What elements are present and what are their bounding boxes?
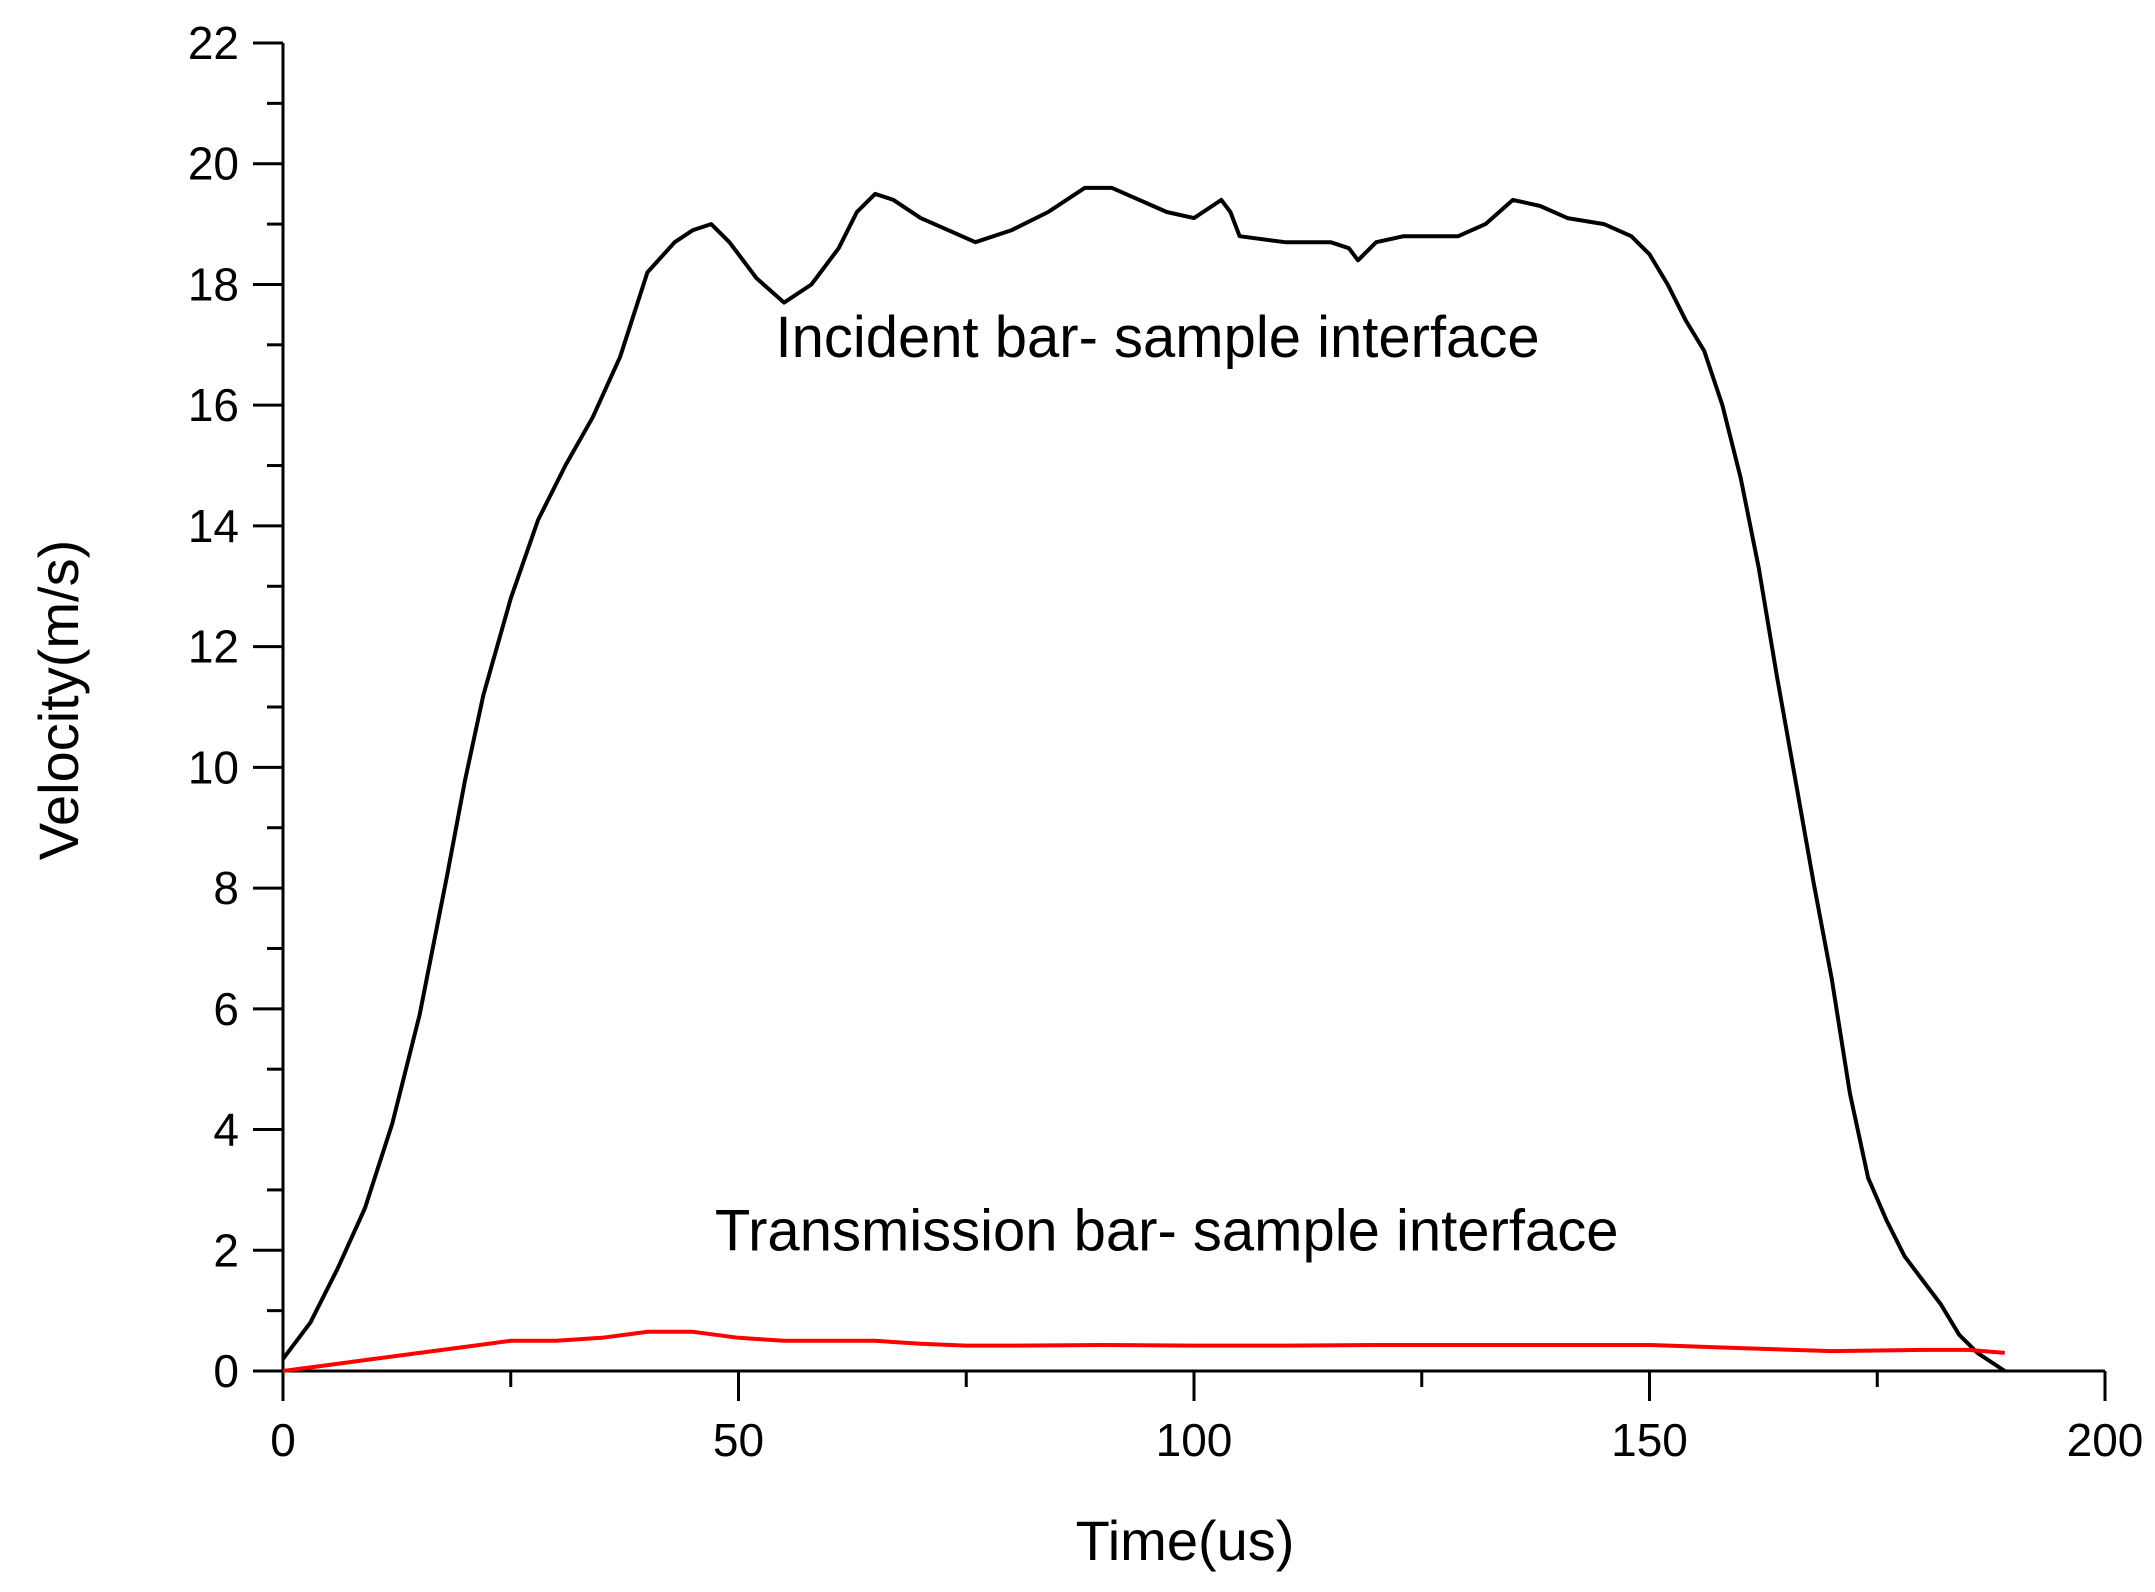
annotations: Incident bar- sample interface Transmissi… bbox=[715, 305, 1619, 1263]
x-tick-label: 100 bbox=[1156, 1414, 1233, 1466]
tick-labels: 0 2 4 6 8 10 12 14 16 18 20 22 0 50 100 150 200 bbox=[188, 17, 2144, 1466]
x-axis-title: Time(us) bbox=[1076, 1509, 1295, 1572]
y-tick-label: 14 bbox=[188, 500, 239, 552]
y-tick-label: 20 bbox=[188, 138, 239, 190]
y-tick-label: 4 bbox=[213, 1104, 239, 1156]
x-tick-label: 200 bbox=[2067, 1414, 2144, 1466]
transmission-annotation: Transmission bar- sample interface bbox=[715, 1198, 1619, 1263]
y-tick-label: 8 bbox=[213, 862, 239, 914]
y-tick-label: 2 bbox=[213, 1224, 239, 1276]
x-tick-label: 150 bbox=[1611, 1414, 1688, 1466]
y-tick-label: 12 bbox=[188, 621, 239, 673]
transmission-velocity-line bbox=[282, 1329, 2005, 1373]
axes bbox=[281, 43, 2105, 1373]
y-tick-label: 10 bbox=[188, 741, 239, 793]
x-tick-label: 0 bbox=[270, 1414, 296, 1466]
incident-annotation: Incident bar- sample interface bbox=[776, 305, 1540, 370]
y-tick-label: 18 bbox=[188, 258, 239, 310]
y-tick-label: 6 bbox=[213, 983, 239, 1035]
y-axis-title: Velocity(m/s) bbox=[27, 540, 90, 861]
incident-velocity-line bbox=[281, 185, 2006, 1373]
y-tick-label: 16 bbox=[188, 379, 239, 431]
x-tick-label: 50 bbox=[713, 1414, 764, 1466]
y-tick-label: 0 bbox=[213, 1345, 239, 1397]
tick-marks bbox=[253, 41, 2107, 1401]
y-tick-label: 22 bbox=[188, 17, 239, 69]
series-lines bbox=[281, 185, 2006, 1373]
